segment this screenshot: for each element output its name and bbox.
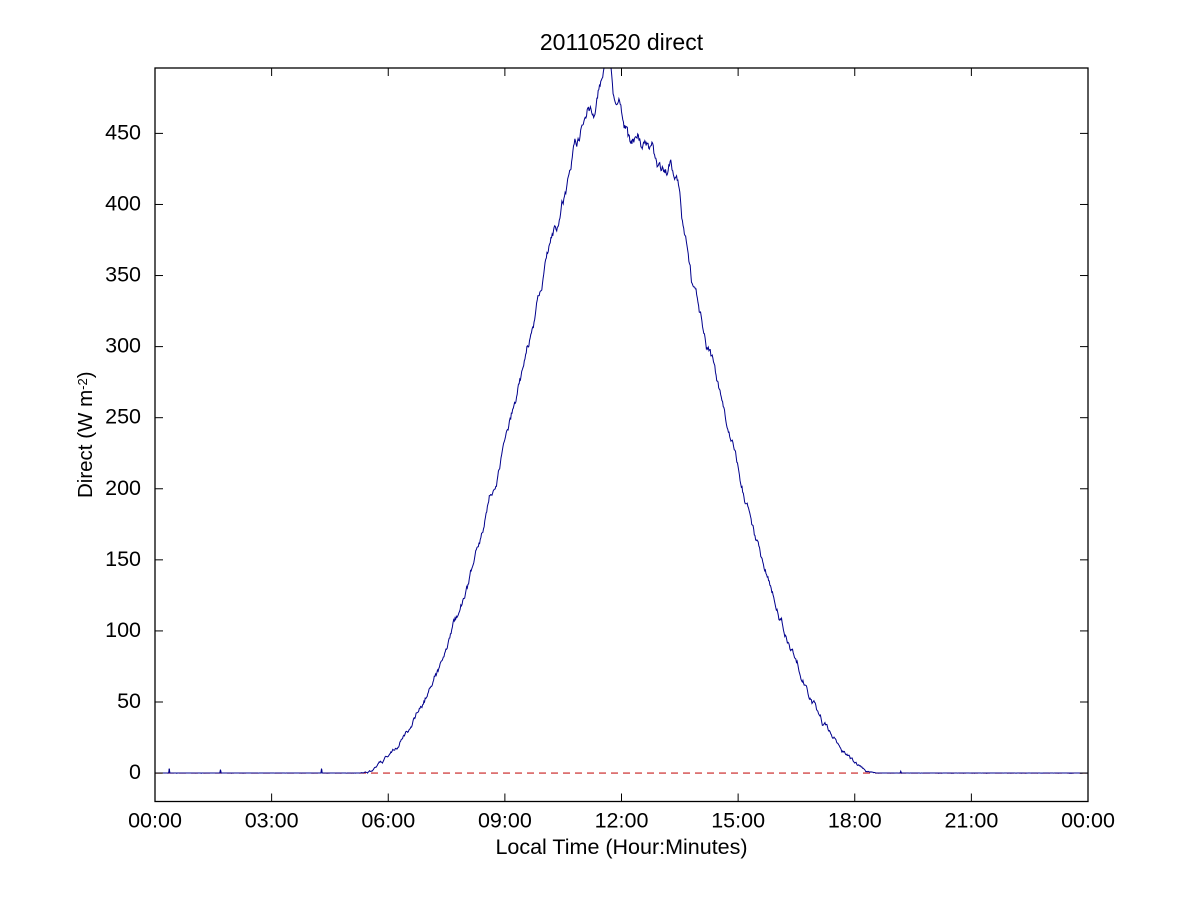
svg-text:00:00: 00:00 <box>128 809 182 833</box>
svg-text:150: 150 <box>105 547 141 571</box>
svg-text:350: 350 <box>105 263 141 287</box>
svg-text:250: 250 <box>105 405 141 429</box>
svg-text:200: 200 <box>105 476 141 500</box>
svg-text:Direct (W m-2): Direct (W m-2) <box>74 371 97 498</box>
svg-text:100: 100 <box>105 618 141 642</box>
svg-text:18:00: 18:00 <box>828 809 882 833</box>
svg-text:03:00: 03:00 <box>245 809 299 833</box>
svg-text:12:00: 12:00 <box>595 809 649 833</box>
svg-text:450: 450 <box>105 120 141 144</box>
svg-text:15:00: 15:00 <box>711 809 765 833</box>
svg-text:20110520 direct: 20110520 direct <box>540 29 704 55</box>
svg-text:09:00: 09:00 <box>478 809 532 833</box>
svg-text:21:00: 21:00 <box>944 809 998 833</box>
svg-text:0: 0 <box>129 760 141 784</box>
svg-text:50: 50 <box>117 689 141 713</box>
svg-text:00:00: 00:00 <box>1061 809 1115 833</box>
svg-text:Local Time (Hour:Minutes): Local Time (Hour:Minutes) <box>495 835 747 859</box>
svg-text:06:00: 06:00 <box>361 809 415 833</box>
svg-text:300: 300 <box>105 334 141 358</box>
svg-text:400: 400 <box>105 191 141 215</box>
